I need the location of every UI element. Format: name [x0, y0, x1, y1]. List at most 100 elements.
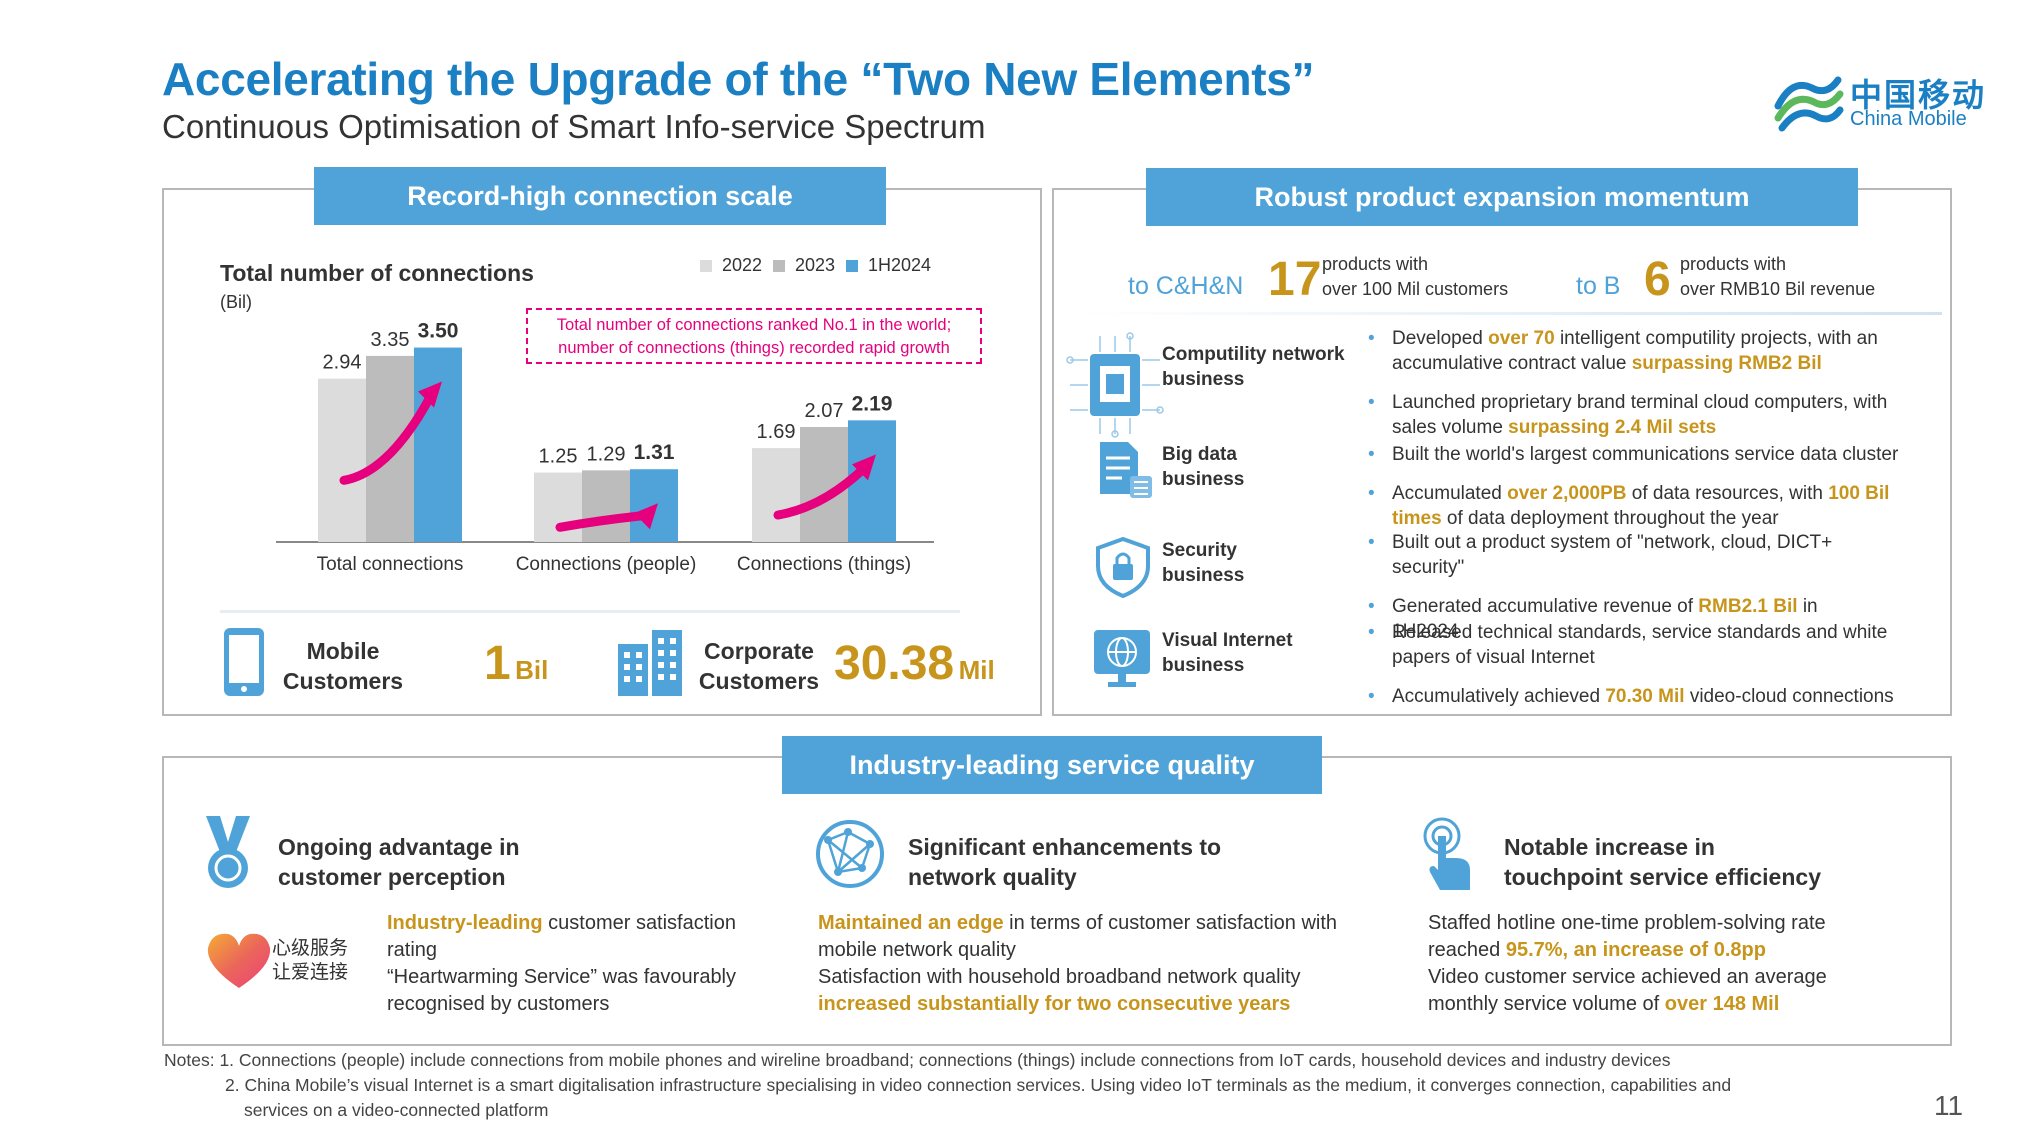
- network-globe-icon: [816, 820, 884, 888]
- data-label: 2.07: [805, 400, 844, 422]
- products-divider: [1074, 312, 1942, 315]
- legend-swatch-1H2024: [846, 260, 858, 272]
- globe-monitor-icon: [1094, 630, 1150, 687]
- logo-en: China Mobile: [1850, 108, 1967, 130]
- bullet-item: Built the world's largest communications…: [1364, 442, 1934, 467]
- data-label: 3.35: [371, 329, 410, 351]
- legend-swatch-2023: [773, 260, 785, 272]
- product-name-visual-internet: Visual Internet business: [1162, 630, 1293, 676]
- mobile-customers-unit: Bil: [515, 655, 549, 685]
- product-name-computility: Computility network business: [1162, 344, 1345, 390]
- corporate-customers-value-group: 30.38 Mil: [834, 636, 995, 691]
- product-name-security: Security business: [1162, 540, 1245, 586]
- page-number: 11: [1934, 1090, 1964, 1121]
- chart-callout: Total number of connections ranked No.1 …: [526, 308, 982, 364]
- quality-title-perception: Ongoing advantage in customer perception: [278, 834, 520, 890]
- logo-cn: 中国移动: [1850, 76, 1987, 114]
- to-cn-desc-2: over 100 Mil customers: [1322, 279, 1509, 299]
- note-2: 2. China Mobile’s visual Internet is a s…: [225, 1075, 1732, 1095]
- legend-swatch-2022: [700, 260, 712, 272]
- quality-text-perception: Industry-leading customer satisfaction r…: [387, 910, 777, 1018]
- bullet-item: Launched proprietary brand terminal clou…: [1364, 390, 1920, 440]
- quality-text-touchpoint: Staffed hotline one-time problem-solving…: [1428, 910, 1878, 1018]
- product-bullets-computility: Developed over 70 intelligent computilit…: [1364, 326, 1920, 440]
- growth-arrow-icon: [773, 461, 871, 520]
- data-label: 1.69: [757, 421, 796, 443]
- data-label: 1.25: [539, 446, 578, 468]
- quality-text-network: Maintained an edge in terms of customer …: [818, 910, 1358, 1018]
- paragraph: Video customer service achieved an avera…: [1428, 966, 1827, 1015]
- quality-title-network: Significant enhancements to network quali…: [908, 834, 1222, 890]
- data-document-icon: [1100, 442, 1152, 498]
- bar-2022-0: [318, 378, 366, 542]
- quality-title-touchpoint: Notable increase in touchpoint service ef…: [1504, 834, 1821, 890]
- legend-label: 1H2024: [868, 255, 931, 275]
- bullet-item: Built out a product system of "network, …: [1364, 530, 1884, 580]
- connections-bar-chart: 2.94 3.35 3.50 Total connections 1.25 1.29 1.3…: [276, 255, 934, 575]
- category-label: Connections (things): [737, 554, 911, 575]
- bar-2023-1: [582, 470, 630, 542]
- bullet-item: Released technical standards, service st…: [1364, 620, 1904, 670]
- data-label: 1.29: [587, 443, 626, 465]
- bullet-item: Accumulatively achieved 70.30 Mil video-…: [1364, 684, 1904, 709]
- to-cn-desc-1: products with: [1322, 254, 1429, 274]
- growth-arrow-icon: [339, 389, 437, 485]
- bullet-item: Accumulated over 2,000PB of data resourc…: [1364, 481, 1934, 531]
- corporate-customers-unit: Mil: [958, 655, 995, 685]
- touch-icon: [1423, 817, 1470, 890]
- product-bullets-big-data: Built the world's largest communications…: [1364, 442, 1934, 531]
- connections-banner: Record-high connection scale: [314, 167, 886, 225]
- bar-2022-1: [534, 472, 582, 542]
- to-cn-value: 17: [1268, 253, 1322, 306]
- data-label: 2.19: [852, 392, 893, 415]
- corporate-customers-value: 30.38: [834, 637, 955, 690]
- quality-banner: Industry-leading service quality: [782, 736, 1322, 794]
- to-b-label: to B: [1576, 272, 1621, 300]
- chart-title: Total number of connections: [220, 260, 534, 286]
- product-bullets-visual-internet: Released technical standards, service st…: [1364, 620, 1904, 709]
- phone-icon: [224, 628, 264, 696]
- to-b-desc-1: products with: [1680, 254, 1787, 274]
- corporate-customers-label: Corporate Customers: [698, 638, 820, 694]
- page-subtitle: Continuous Optimisation of Smart Info-se…: [162, 108, 986, 145]
- heart-logo-icon: [207, 933, 271, 988]
- bullet-item: Developed over 70 intelligent computilit…: [1364, 326, 1920, 376]
- paragraph: Maintained an edge in terms of customer …: [818, 912, 1338, 961]
- mobile-customers-label: Mobile Customers: [282, 638, 404, 694]
- to-b-desc-2: over RMB10 Bil revenue: [1680, 279, 1876, 299]
- paragraph: Satisfaction with household broadband ne…: [818, 966, 1301, 1015]
- page-title: Accelerating the Upgrade of the “Two New…: [162, 53, 1315, 105]
- category-label: Connections (people): [516, 554, 697, 575]
- shield-lock-icon: [1096, 536, 1150, 598]
- buildings-icon: [618, 630, 682, 696]
- bar-1H2024-0: [414, 347, 462, 542]
- divider: [220, 610, 960, 613]
- data-label: 2.94: [323, 352, 362, 374]
- mobile-customers-value: 1: [484, 637, 511, 690]
- china-mobile-logo-icon: [1774, 76, 1844, 132]
- chart-unit: (Bil): [220, 292, 252, 312]
- data-label: 1.31: [634, 441, 675, 464]
- category-label: Total connections: [317, 554, 464, 575]
- chip-icon: [1066, 332, 1164, 438]
- heart-seal-text: 心级服务 让爱连接: [272, 937, 349, 983]
- growth-arrowhead: [634, 503, 658, 530]
- paragraph: Industry-leading customer satisfaction r…: [387, 912, 736, 961]
- paragraph: “Heartwarming Service” was favourably re…: [387, 966, 737, 1015]
- legend-label: 2022: [722, 255, 762, 275]
- growth-arrowhead: [418, 381, 442, 408]
- legend-label: 2023: [795, 255, 835, 275]
- bar-2022-2: [752, 448, 800, 542]
- quality-panel: [162, 756, 1952, 1046]
- growth-arrowhead: [852, 454, 876, 481]
- medal-icon: [206, 816, 250, 888]
- paragraph: Staffed hotline one-time problem-solving…: [1428, 912, 1826, 961]
- to-b-value: 6: [1644, 253, 1671, 306]
- mobile-customers-value-group: 1 Bil: [484, 636, 548, 691]
- products-banner: Robust product expansion momentum: [1146, 168, 1858, 226]
- note-1: Notes: 1. Connections (people) include c…: [164, 1050, 1671, 1070]
- product-name-big-data: Big data business: [1162, 444, 1245, 490]
- data-label: 3.50: [418, 320, 459, 343]
- note-3: services on a video-connected platform: [244, 1100, 549, 1120]
- to-cn-label: to C&H&N: [1128, 272, 1244, 300]
